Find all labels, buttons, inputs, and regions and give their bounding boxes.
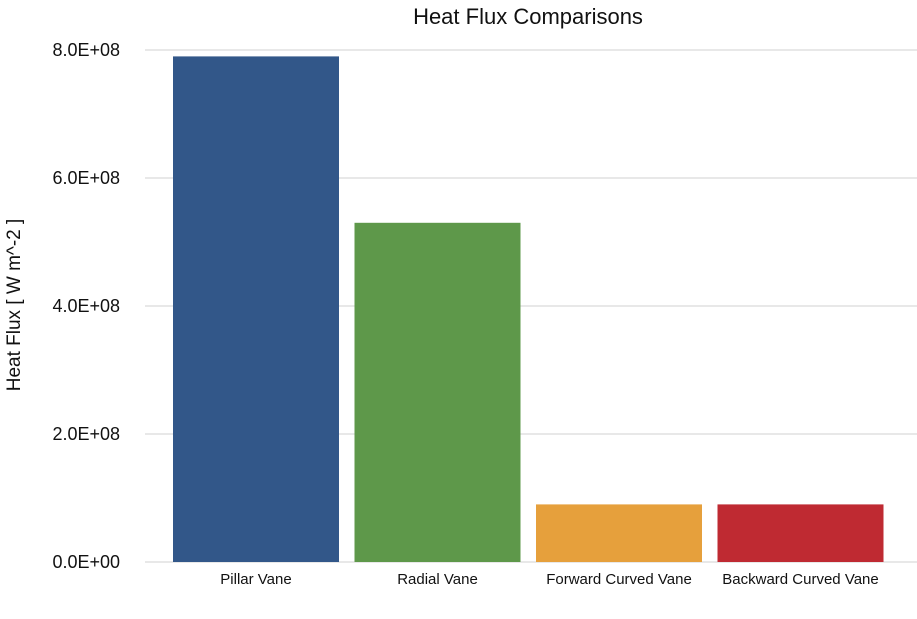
bar-radial-vane	[354, 222, 521, 563]
y-axis-ticks: 0.0E+00 2.0E+08 4.0E+08 6.0E+08 8.0E+08	[52, 40, 120, 572]
y-tick-label: 6.0E+08	[52, 168, 120, 188]
x-axis-categories: Pillar Vane Radial Vane Forward Curved Van…	[220, 571, 878, 588]
y-tick-label: 8.0E+08	[52, 40, 120, 60]
x-category-label: Backward Curved Vane	[722, 571, 878, 588]
chart-title: Heat Flux Comparisons	[413, 4, 643, 29]
y-tick-label: 2.0E+08	[52, 424, 120, 444]
y-tick-label: 4.0E+08	[52, 296, 120, 316]
y-tick-label: 0.0E+00	[52, 552, 120, 572]
x-category-label: Forward Curved Vane	[546, 571, 692, 588]
bar-forward-curved-vane	[536, 504, 702, 562]
bars	[173, 56, 884, 563]
x-category-label: Radial Vane	[397, 571, 478, 588]
x-category-label: Pillar Vane	[220, 571, 291, 588]
bar-pillar-vane	[173, 56, 339, 563]
y-axis-label: Heat Flux [ W m^-2 ]	[4, 219, 25, 392]
bar-backward-curved-vane	[717, 504, 884, 562]
